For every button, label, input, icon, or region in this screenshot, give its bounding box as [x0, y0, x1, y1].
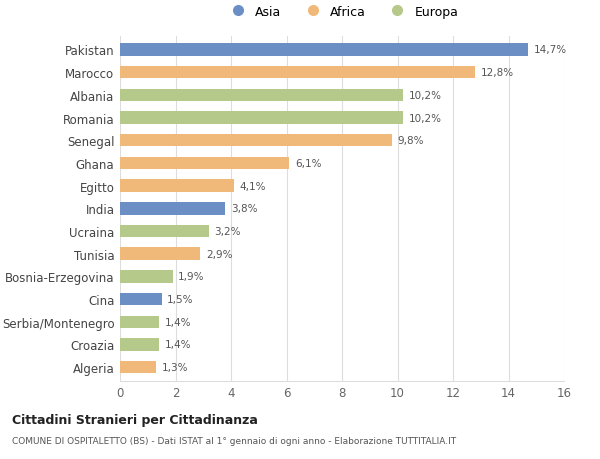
Text: 2,9%: 2,9% [206, 249, 233, 259]
Bar [120, 90, 403, 102]
Text: 1,9%: 1,9% [178, 272, 205, 282]
Text: COMUNE DI OSPITALETTO (BS) - Dati ISTAT al 1° gennaio di ogni anno - Elaborazion: COMUNE DI OSPITALETTO (BS) - Dati ISTAT … [12, 436, 456, 445]
Bar [120, 293, 161, 306]
Text: 6,1%: 6,1% [295, 158, 322, 168]
Text: 9,8%: 9,8% [398, 136, 424, 146]
Bar [120, 338, 159, 351]
Text: 14,7%: 14,7% [533, 45, 566, 55]
Bar [120, 225, 209, 238]
Bar [120, 316, 159, 328]
Text: 1,4%: 1,4% [164, 317, 191, 327]
Text: 1,5%: 1,5% [167, 294, 194, 304]
Text: 1,3%: 1,3% [161, 363, 188, 372]
Bar [120, 112, 403, 124]
Bar [120, 180, 234, 192]
Bar [120, 44, 528, 56]
Text: 4,1%: 4,1% [239, 181, 266, 191]
Text: Cittadini Stranieri per Cittadinanza: Cittadini Stranieri per Cittadinanza [12, 413, 258, 426]
Bar [120, 67, 475, 79]
Legend: Asia, Africa, Europa: Asia, Africa, Europa [220, 0, 464, 23]
Bar [120, 157, 289, 170]
Bar [120, 202, 226, 215]
Bar [120, 248, 200, 260]
Bar [120, 361, 156, 374]
Text: 10,2%: 10,2% [409, 113, 442, 123]
Text: 12,8%: 12,8% [481, 68, 514, 78]
Text: 3,2%: 3,2% [214, 226, 241, 236]
Text: 10,2%: 10,2% [409, 90, 442, 101]
Bar [120, 134, 392, 147]
Text: 1,4%: 1,4% [164, 340, 191, 350]
Bar [120, 270, 173, 283]
Text: 3,8%: 3,8% [231, 204, 257, 214]
